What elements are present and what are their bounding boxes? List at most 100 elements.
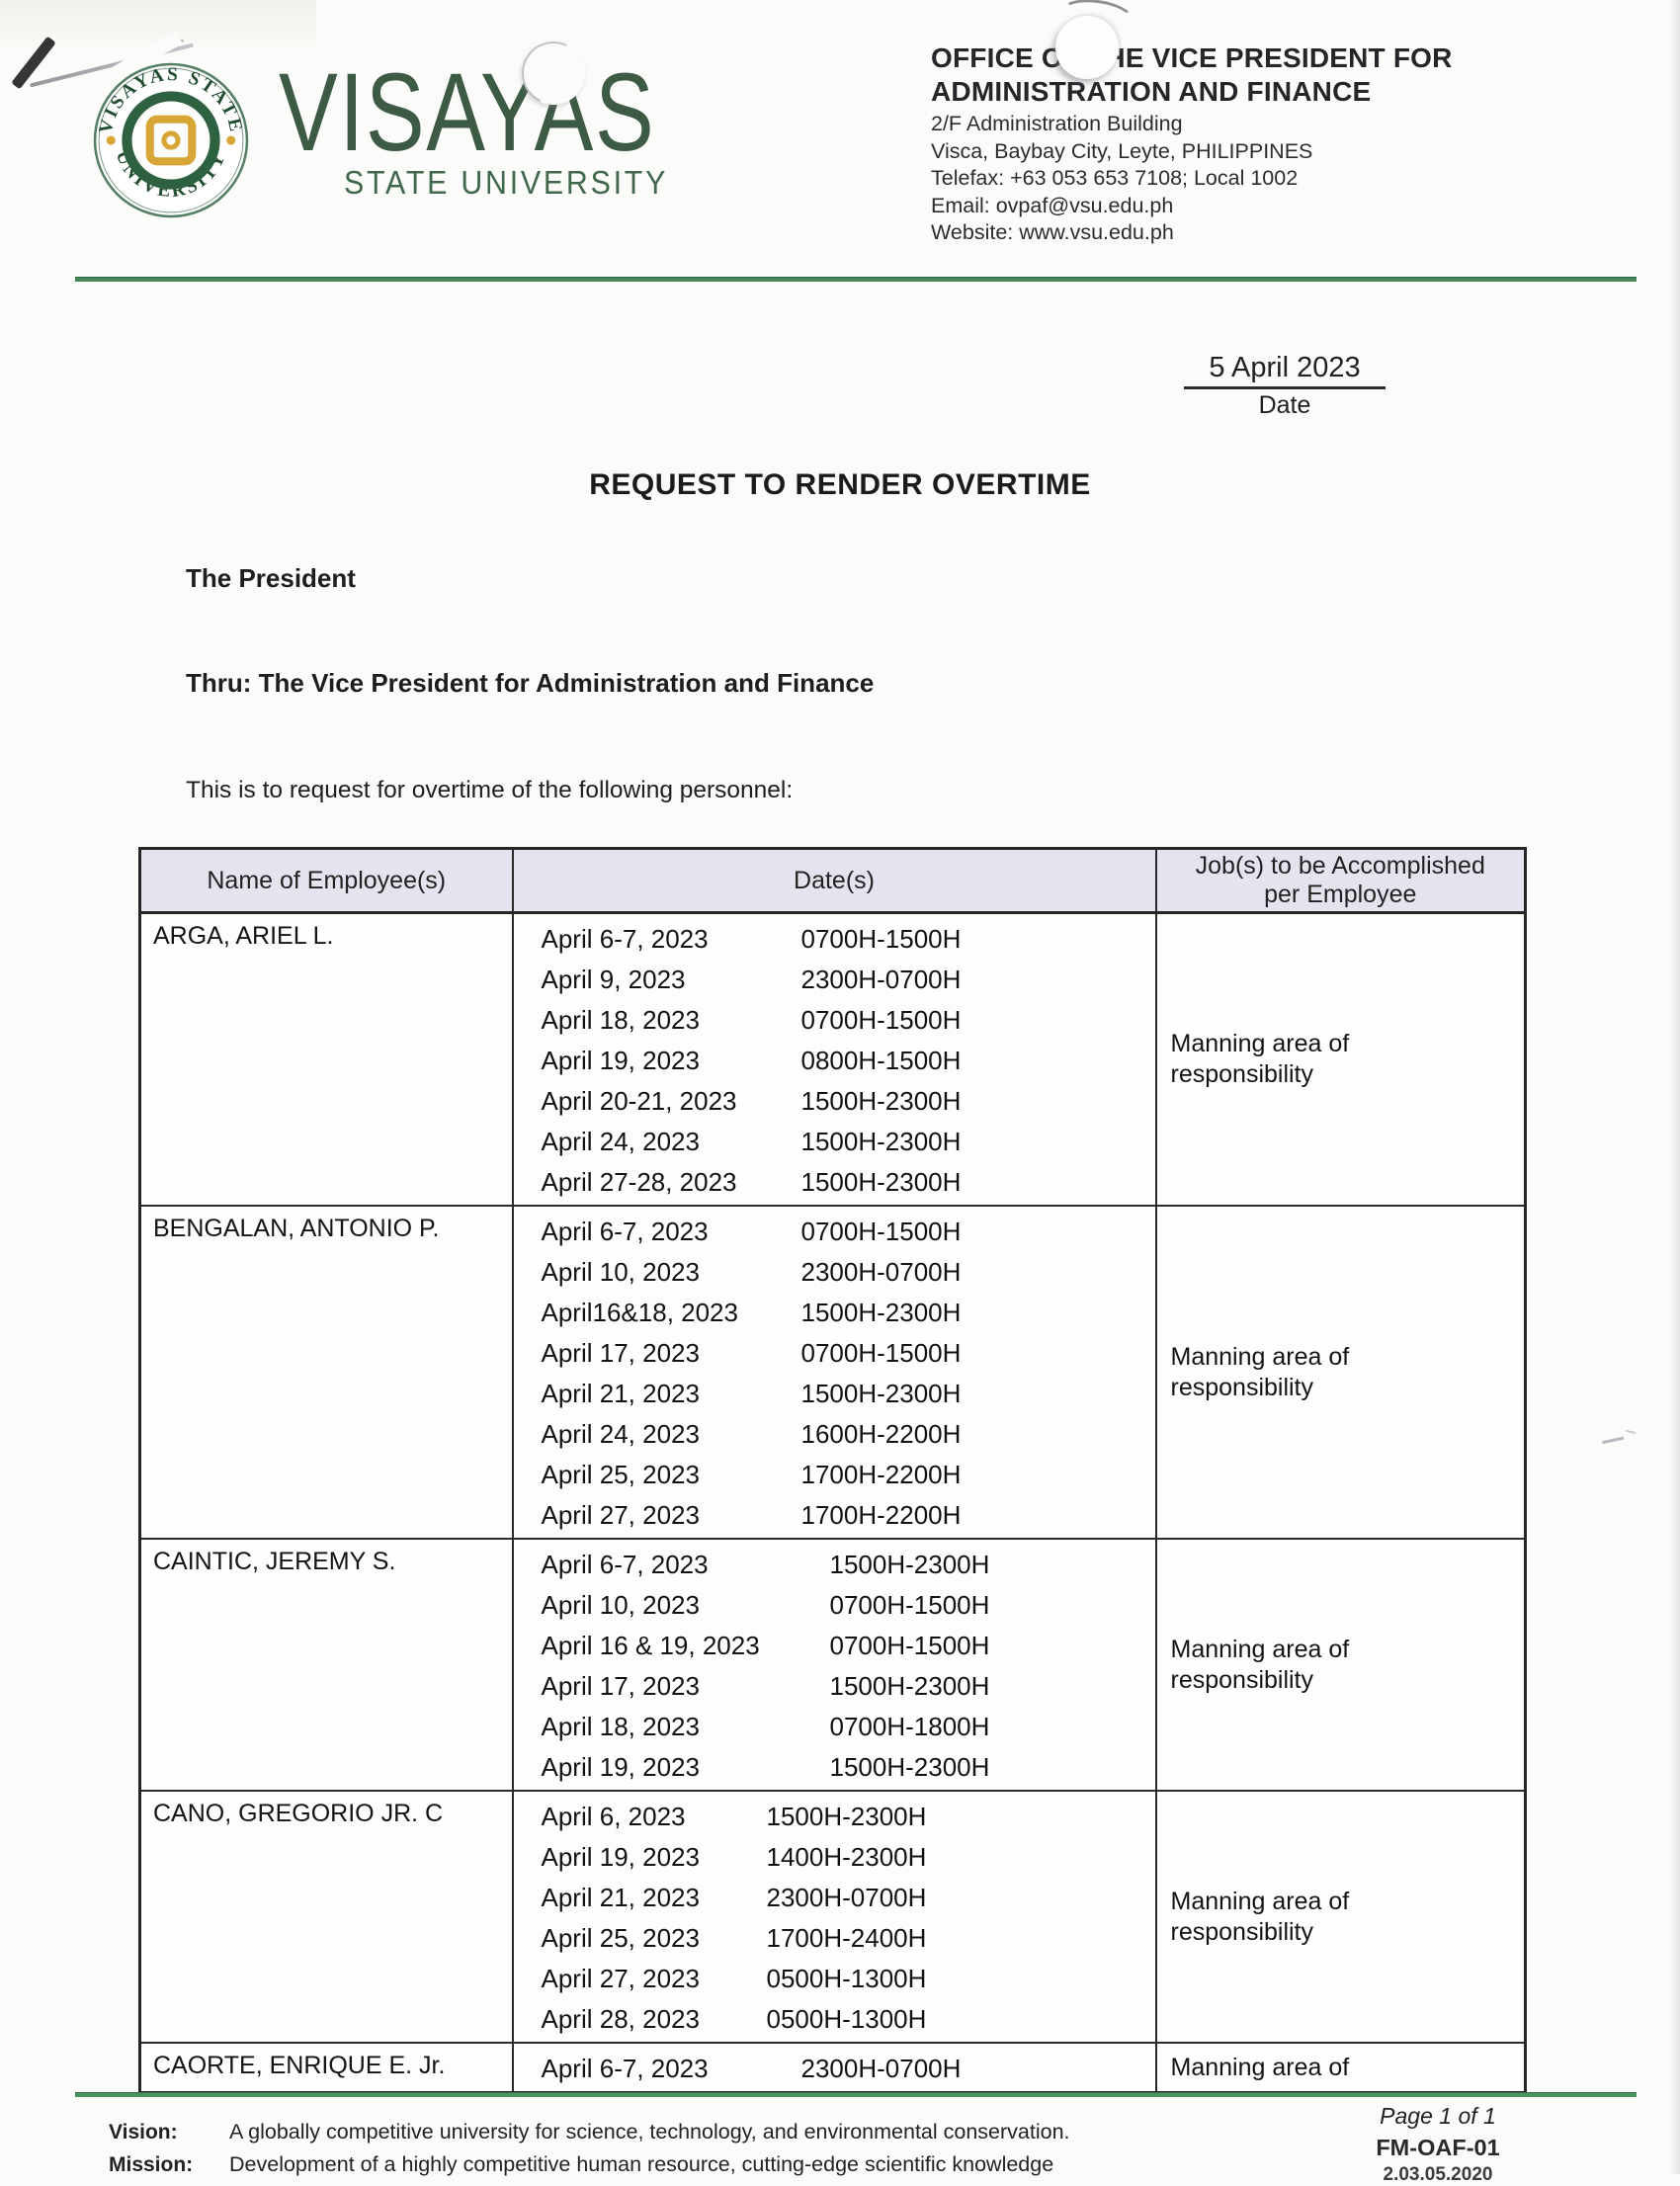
entry-time: 2300H-0700H bbox=[800, 1257, 962, 1287]
employee-job: Manning area of responsibility bbox=[1154, 1538, 1527, 1792]
date-value: 5 April 2023 bbox=[1184, 352, 1386, 389]
university-wordmark: VISAYAS bbox=[279, 50, 656, 174]
mission-text: Development of a highly competitive huma… bbox=[229, 2152, 1054, 2176]
entry-time: 0700H-1500H bbox=[829, 1631, 990, 1660]
entry-date: April 10, 2023 bbox=[541, 1257, 700, 1287]
entry-time: 0800H-1500H bbox=[800, 1046, 962, 1075]
entry-date: April 24, 2023 bbox=[541, 1127, 700, 1156]
entry-time: 2300H-0700H bbox=[800, 965, 962, 994]
entry-time: 1500H-2300H bbox=[766, 1802, 927, 1831]
entry-time: 1700H-2400H bbox=[766, 1923, 927, 1953]
entry-date: April 9, 2023 bbox=[541, 965, 686, 994]
header-divider-rule bbox=[75, 277, 1637, 282]
table-header-row: Name of Employee(s) Date(s) Job(s) to be… bbox=[138, 847, 1527, 914]
entry-time: 2300H-0700H bbox=[800, 2054, 962, 2083]
office-name-line1: OFFICE OF THE VICE PRESIDENT FOR bbox=[931, 42, 1453, 73]
employee-job: Manning area of bbox=[1154, 2042, 1527, 2094]
seal-emblem-icon bbox=[145, 115, 197, 166]
entry-date: April 28, 2023 bbox=[541, 2004, 700, 2034]
employee-name: BENGALAN, ANTONIO P. bbox=[138, 1205, 514, 1540]
scan-edge-shadow bbox=[1668, 0, 1680, 2174]
entry-time: 1600H-2200H bbox=[800, 1419, 962, 1449]
entry-time: 1700H-2200H bbox=[800, 1500, 962, 1530]
scan-artifact-mark bbox=[1625, 1421, 1638, 1435]
scan-artifact-mark bbox=[1599, 1424, 1625, 1445]
entry-time: 1700H-2200H bbox=[800, 1460, 962, 1489]
office-email-line: Email: ovpaf@vsu.edu.ph bbox=[931, 193, 1174, 217]
office-address-line: Visca, Baybay City, Leyte, PHILIPPINES bbox=[931, 138, 1313, 163]
entry-date: April 21, 2023 bbox=[541, 1379, 700, 1408]
entry-time: 1500H-2300H bbox=[829, 1752, 990, 1782]
entry-date: April 25, 2023 bbox=[541, 1923, 700, 1953]
entry-date: April 6-7, 2023 bbox=[541, 2054, 709, 2083]
mission-label: Mission: bbox=[109, 2153, 194, 2176]
addressee-line: The President bbox=[186, 563, 356, 593]
footer-divider-rule bbox=[75, 2092, 1637, 2097]
employee-dates: April 6-7, 2023 2300H-0700H bbox=[511, 2042, 1157, 2094]
employee-job: Manning area of responsibility bbox=[1154, 1790, 1527, 2044]
entry-time: 1500H-2300H bbox=[800, 1127, 962, 1156]
entry-time: 1500H-2300H bbox=[800, 1298, 962, 1327]
entry-time: 0700H-1500H bbox=[800, 924, 962, 954]
entry-date: April 19, 2023 bbox=[541, 1046, 700, 1075]
entry-time: 2300H-0700H bbox=[766, 1883, 927, 1912]
entry-date: April 20-21, 2023 bbox=[541, 1086, 737, 1116]
office-website-line: Website: www.vsu.edu.ph bbox=[931, 220, 1174, 244]
office-letterhead: OFFICE OF THE VICE PRESIDENT FOR ADMINIS… bbox=[931, 42, 1544, 247]
entry-date: April 27, 2023 bbox=[541, 1964, 700, 1993]
employee-dates: April 6-7, 2023 0700H-1500H April 9, 2023… bbox=[511, 911, 1157, 1207]
table-row: ARGA, ARIEL L. April 6-7, 2023 0700H-1500… bbox=[138, 911, 1527, 1207]
employee-name: CAORTE, ENRIQUE E. Jr. bbox=[138, 2042, 514, 2094]
intro-line: This is to request for overtime of the f… bbox=[186, 777, 794, 803]
employee-job: Manning area of responsibility bbox=[1154, 911, 1527, 1207]
table-row: CAINTIC, JEREMY S. April 6-7, 2023 1500H-… bbox=[138, 1538, 1527, 1792]
entry-time: 1500H-2300H bbox=[829, 1671, 990, 1701]
employee-job: Manning area of responsibility bbox=[1154, 1205, 1527, 1540]
entry-time: 1400H-2300H bbox=[766, 1842, 927, 1872]
entry-date: April 24, 2023 bbox=[541, 1419, 700, 1449]
page-number: Page 1 of 1 bbox=[1380, 2103, 1496, 2129]
overtime-table: Name of Employee(s) Date(s) Job(s) to be… bbox=[138, 847, 1527, 2094]
table-row: CAORTE, ENRIQUE E. Jr. April 6-7, 2023 23… bbox=[138, 2042, 1527, 2094]
employee-dates: April 6, 2023 1500H-2300H April 19, 2023 1… bbox=[511, 1790, 1157, 2044]
table-row: BENGALAN, ANTONIO P. April 6-7, 2023 0700… bbox=[138, 1205, 1527, 1540]
vision-text: A globally competitive university for sc… bbox=[229, 2120, 1070, 2144]
entry-time: 0500H-1300H bbox=[766, 1964, 927, 1993]
entry-time: 0700H-1800H bbox=[829, 1712, 990, 1741]
entry-time: 0700H-1500H bbox=[800, 1005, 962, 1035]
entry-time: 1500H-2300H bbox=[829, 1550, 990, 1579]
date-label: Date bbox=[1258, 391, 1311, 419]
entry-date: April 27, 2023 bbox=[541, 1500, 700, 1530]
university-wordmark-subtitle: STATE UNIVERSITY bbox=[344, 164, 669, 201]
vision-label: Vision: bbox=[109, 2121, 178, 2144]
entry-date: April 6-7, 2023 bbox=[541, 1550, 709, 1579]
office-address-line: 2/F Administration Building bbox=[931, 112, 1183, 135]
entry-date: April 16 & 19, 2023 bbox=[541, 1631, 760, 1660]
entry-date: April 17, 2023 bbox=[541, 1671, 700, 1701]
entry-date: April 21, 2023 bbox=[541, 1883, 700, 1912]
thru-line: Thru: The Vice President for Administrat… bbox=[186, 668, 875, 698]
entry-date: April 25, 2023 bbox=[541, 1460, 700, 1489]
entry-date: April 19, 2023 bbox=[541, 1842, 700, 1872]
employee-name: ARGA, ARIEL L. bbox=[138, 911, 514, 1207]
entry-time: 0700H-1500H bbox=[829, 1590, 990, 1620]
col-header-job: Job(s) to be Accomplished per Employee bbox=[1154, 847, 1527, 914]
entry-date: April 6-7, 2023 bbox=[541, 1217, 709, 1246]
entry-time: 1500H-2300H bbox=[800, 1379, 962, 1408]
entry-time: 0700H-1500H bbox=[800, 1217, 962, 1246]
entry-time: 1500H-2300H bbox=[800, 1086, 962, 1116]
university-seal: VISAYAS STATE UNIVERSITY bbox=[93, 62, 249, 218]
entry-time: 0700H-1500H bbox=[800, 1338, 962, 1368]
employee-dates: April 6-7, 2023 1500H-2300H April 10, 202… bbox=[511, 1538, 1157, 1792]
entry-date: April 18, 2023 bbox=[541, 1712, 700, 1741]
form-code: FM-OAF-01 bbox=[1376, 2135, 1500, 2160]
employee-name: CANO, GREGORIO JR. C bbox=[138, 1790, 514, 2044]
document-title: REQUEST TO RENDER OVERTIME bbox=[589, 468, 1091, 501]
office-name-line2: ADMINISTRATION AND FINANCE bbox=[931, 76, 1372, 107]
employee-dates: April 6-7, 2023 0700H-1500H April 10, 202… bbox=[511, 1205, 1157, 1540]
entry-date: April 6-7, 2023 bbox=[541, 924, 709, 954]
entry-date: April 10, 2023 bbox=[541, 1590, 700, 1620]
seal-left-ornament-icon bbox=[106, 135, 116, 145]
office-address-line: Telefax: +63 053 653 7108; Local 1002 bbox=[931, 166, 1299, 190]
